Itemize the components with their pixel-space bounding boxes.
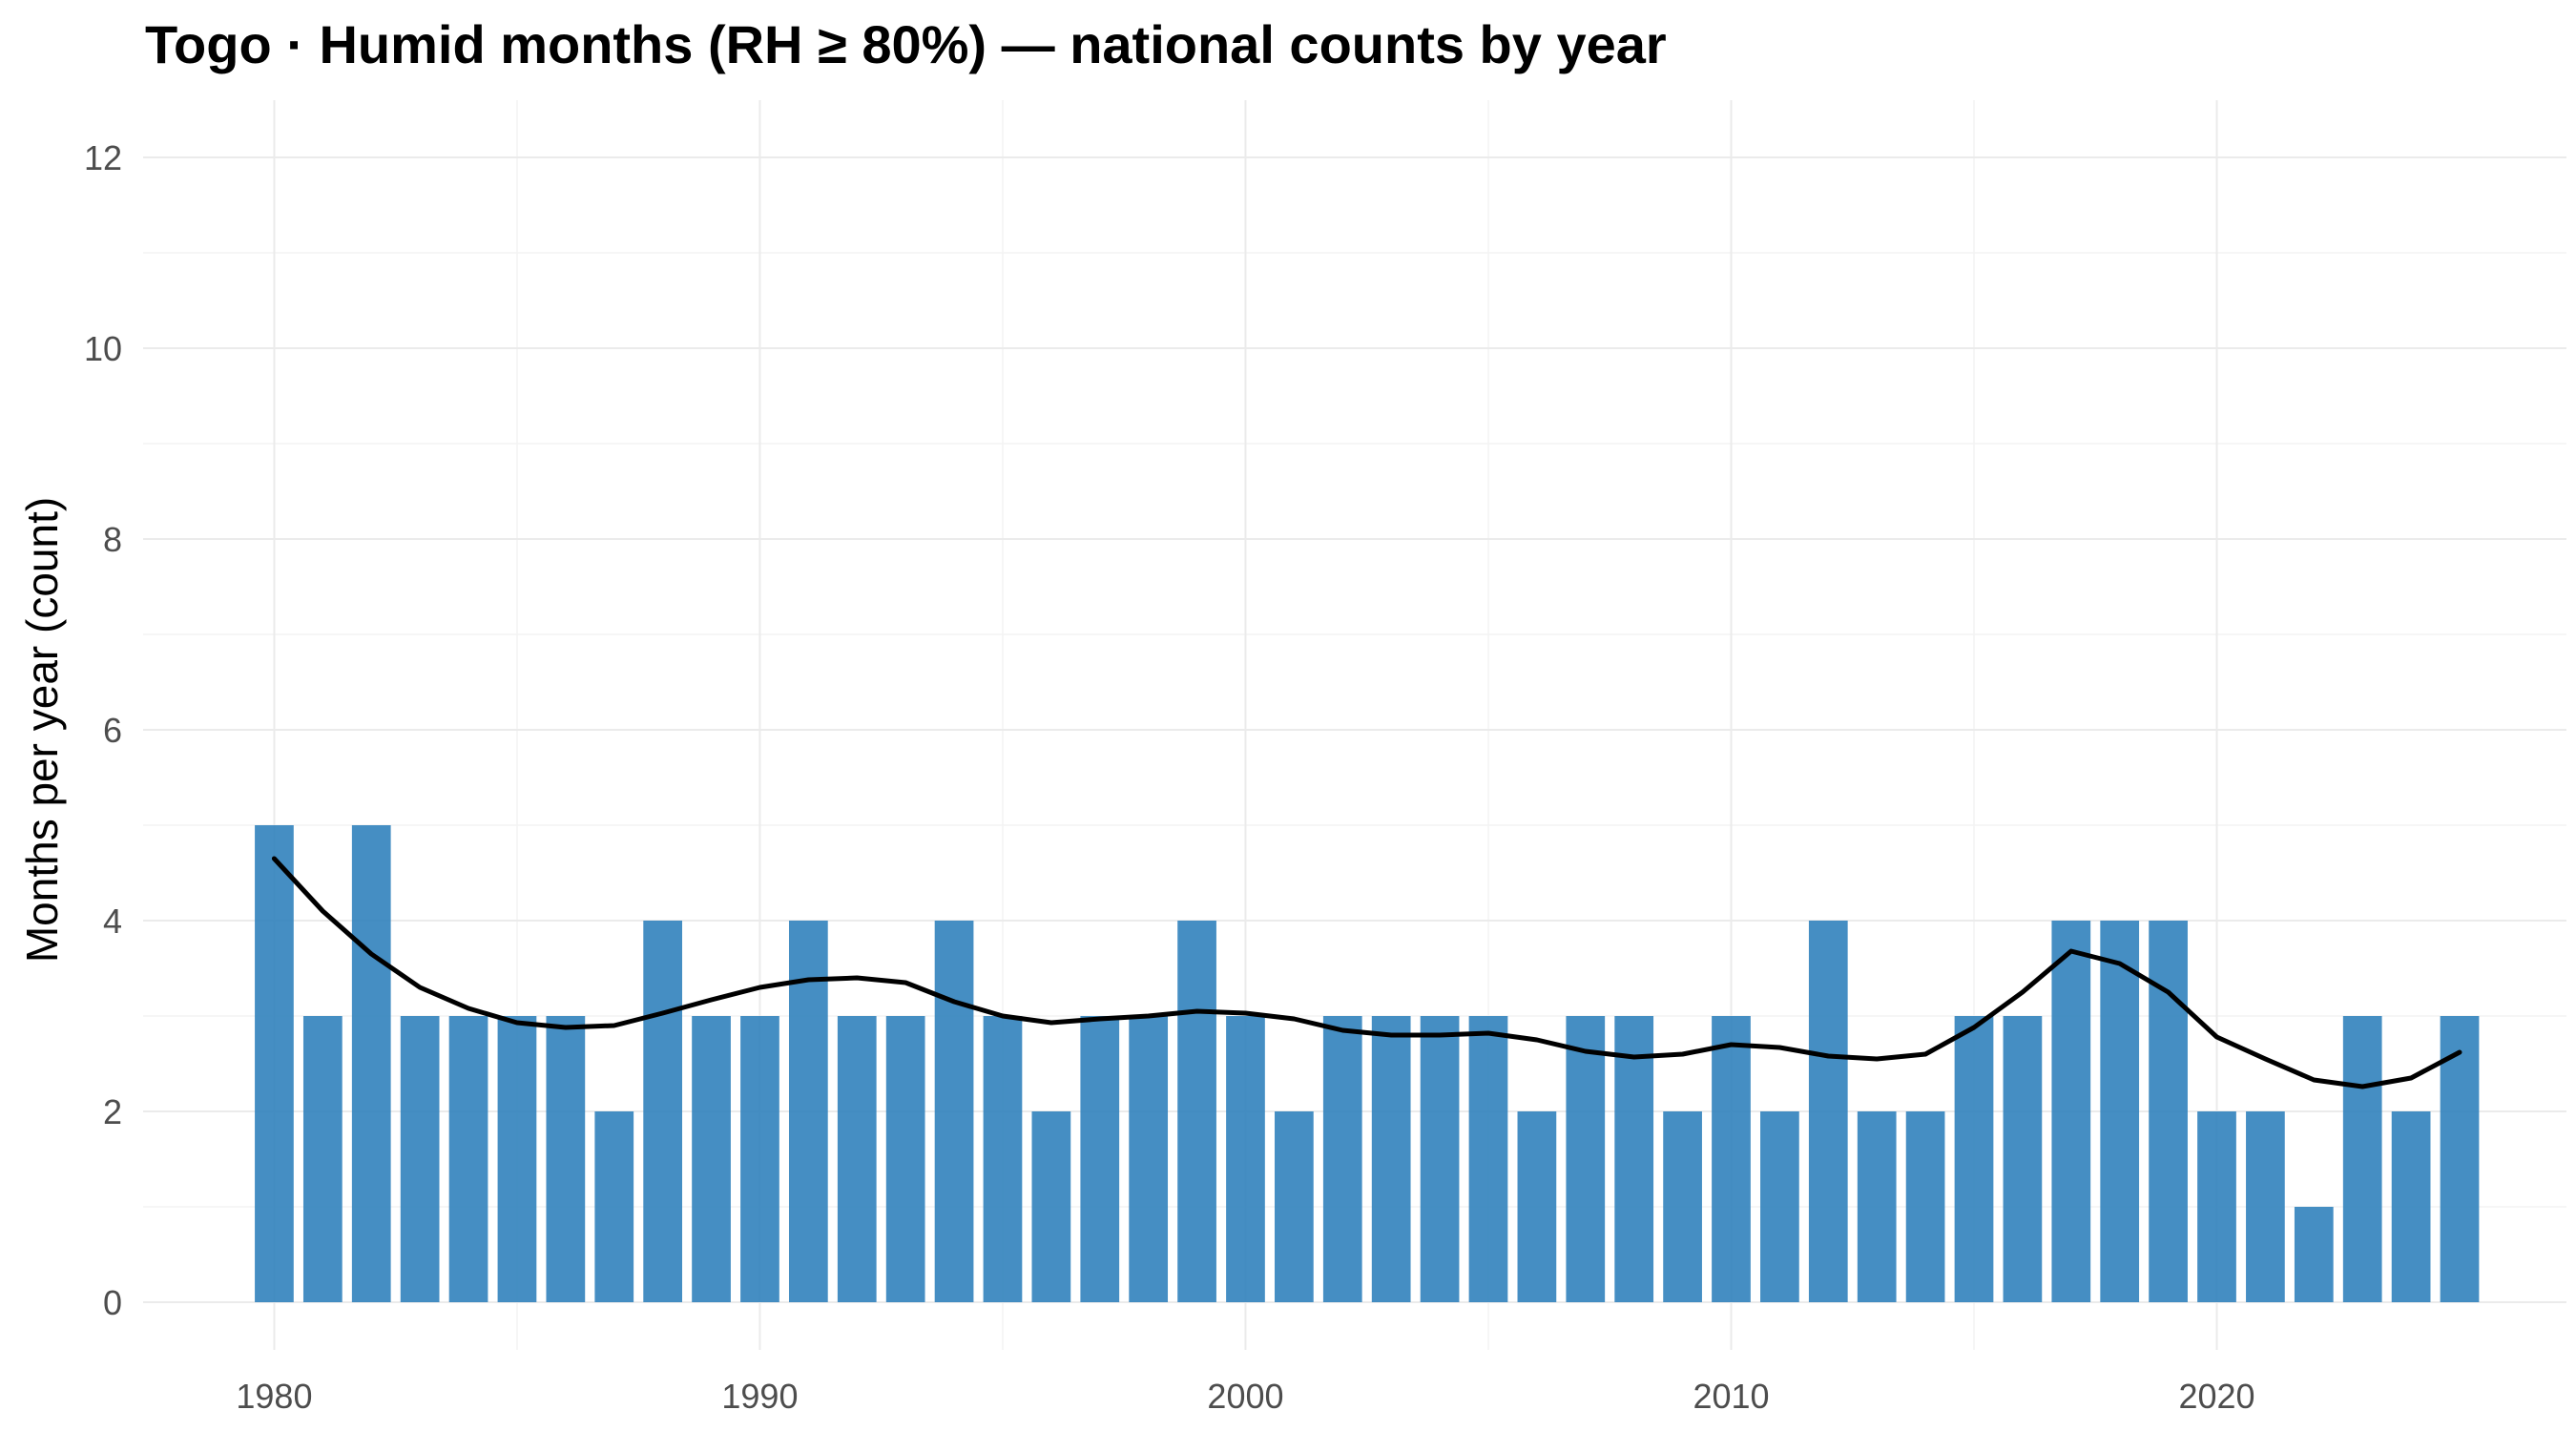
- x-tick-label: 2000: [1207, 1377, 1283, 1416]
- bar-1997: [1080, 1016, 1120, 1302]
- bar-1984: [448, 1016, 488, 1302]
- y-tick-label: 10: [84, 329, 122, 368]
- bar-1988: [643, 921, 683, 1302]
- bar-2004: [1420, 1016, 1460, 1302]
- y-tick-label: 8: [103, 520, 122, 559]
- y-tick-labels: 0 2 4 6 8 10 12: [84, 138, 122, 1322]
- bar-2013: [1857, 1111, 1897, 1302]
- bar-2024: [2391, 1111, 2431, 1302]
- bar-2008: [1614, 1016, 1654, 1302]
- bar-1998: [1129, 1016, 1169, 1302]
- bar-1987: [594, 1111, 634, 1302]
- bar-2003: [1371, 1016, 1411, 1302]
- bar-1989: [692, 1016, 731, 1302]
- bar-1985: [497, 1016, 537, 1302]
- bar-1983: [400, 1016, 440, 1302]
- y-tick-label: 0: [103, 1283, 122, 1322]
- trend-line: [271, 856, 2462, 1089]
- bar-2012: [1808, 921, 1848, 1302]
- bar-1993: [885, 1016, 925, 1302]
- bar-2011: [1760, 1111, 1799, 1302]
- y-tick-label: 2: [103, 1092, 122, 1131]
- bar-1992: [837, 1016, 877, 1302]
- x-tick-label: 2020: [2178, 1377, 2254, 1416]
- bar-2016: [2003, 1016, 2043, 1302]
- bar-1994: [934, 921, 974, 1302]
- bar-1995: [983, 1016, 1023, 1302]
- bar-2014: [1905, 1111, 1945, 1302]
- bar-2018: [2100, 921, 2140, 1302]
- x-tick-label: 1980: [236, 1377, 312, 1416]
- bar-2021: [2246, 1111, 2285, 1302]
- bar-2010: [1712, 1016, 1751, 1302]
- x-tick-labels: 1980 1990 2000 2010 2020: [236, 1377, 2254, 1416]
- y-axis-label: Months per year (count): [17, 497, 67, 963]
- bar-2001: [1275, 1111, 1314, 1302]
- bar-2002: [1322, 1016, 1362, 1302]
- x-tick-label: 2010: [1693, 1377, 1769, 1416]
- trend-line-group: [271, 856, 2462, 1089]
- bar-1986: [546, 1016, 586, 1302]
- bar-2000: [1226, 1016, 1265, 1302]
- chart-title: Togo · Humid months (RH ≥ 80%) — nationa…: [145, 14, 1667, 74]
- bar-2006: [1517, 1111, 1557, 1302]
- bar-2007: [1566, 1016, 1606, 1302]
- bar-1981: [302, 1016, 343, 1302]
- bar-1996: [1031, 1111, 1071, 1302]
- bar-2009: [1663, 1111, 1702, 1302]
- y-tick-label: 6: [103, 711, 122, 750]
- bar-2022: [2294, 1207, 2334, 1302]
- bar-2020: [2197, 1111, 2236, 1302]
- bar-1999: [1177, 921, 1216, 1302]
- y-tick-label: 4: [103, 902, 122, 941]
- bar-2023: [2342, 1016, 2382, 1302]
- bar-2005: [1468, 1016, 1508, 1302]
- x-tick-label: 1990: [721, 1377, 798, 1416]
- bar-2017: [2051, 921, 2091, 1302]
- bar-2025: [2440, 1016, 2480, 1302]
- bar-1990: [740, 1016, 779, 1302]
- bar-2015: [1954, 1016, 1994, 1302]
- y-tick-label: 12: [84, 138, 122, 177]
- bars: [255, 825, 2480, 1302]
- bar-2019: [2149, 921, 2188, 1302]
- bar-1980: [255, 825, 294, 1302]
- bar-1982: [351, 825, 391, 1302]
